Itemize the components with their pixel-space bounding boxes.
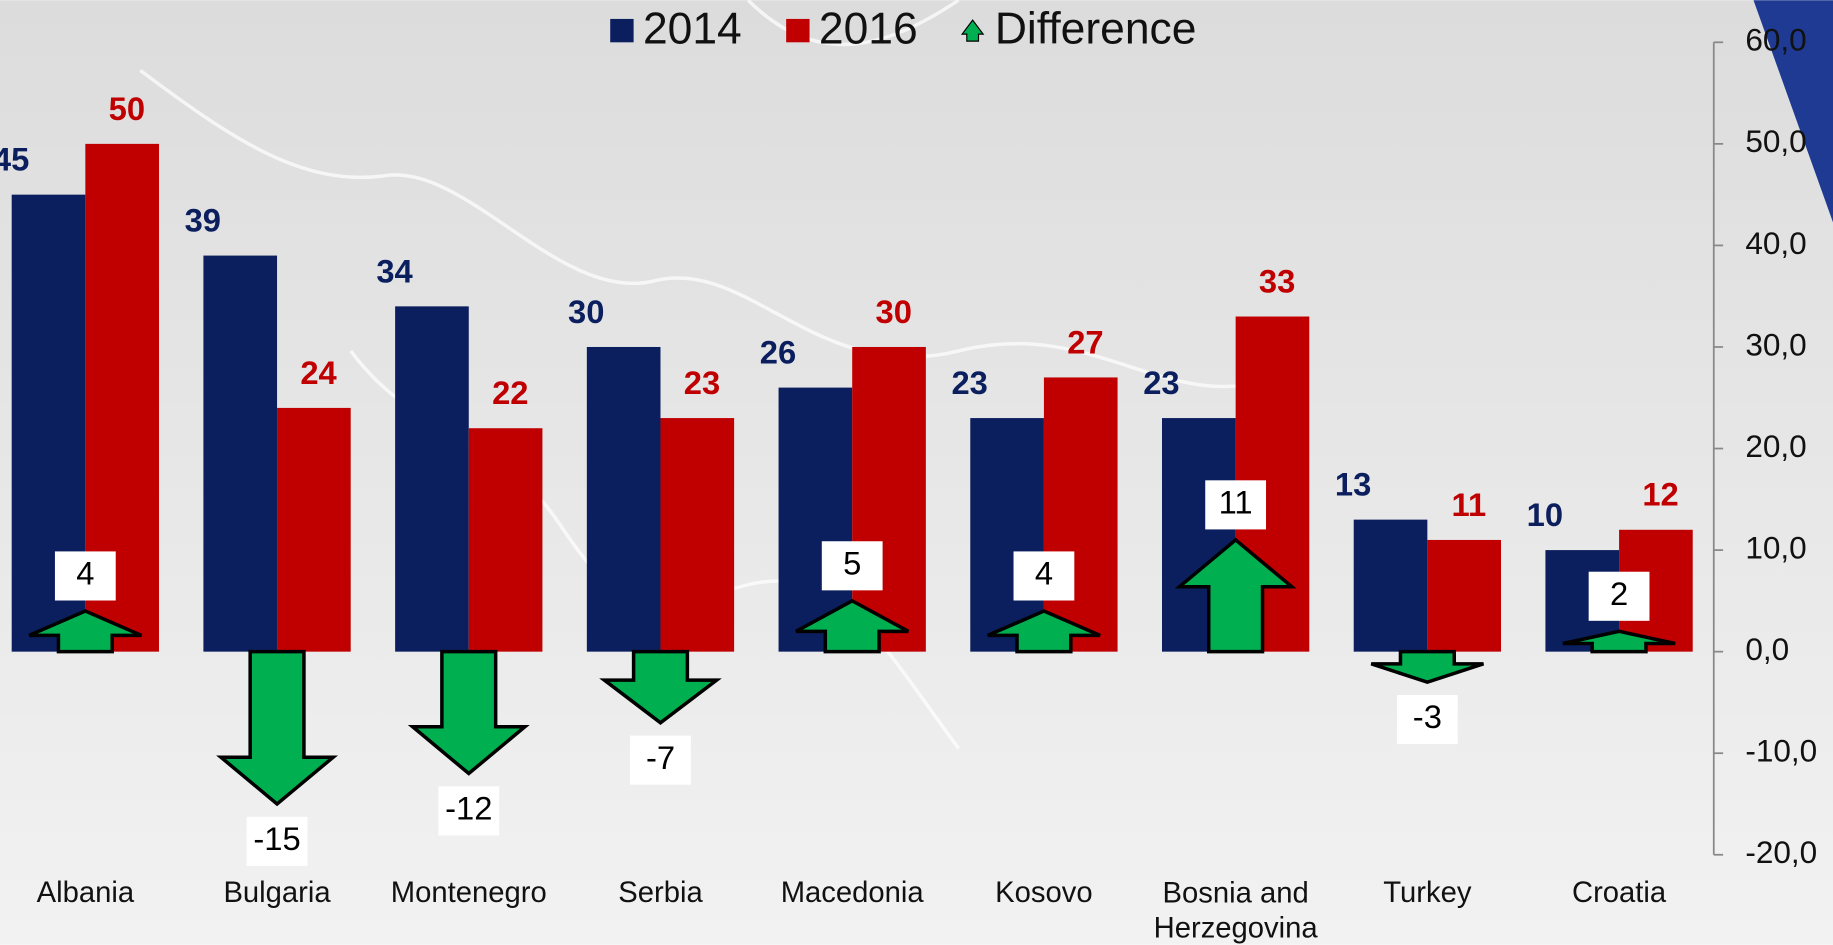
data-label: -7	[646, 739, 675, 776]
data-label: 4	[76, 555, 94, 592]
bar	[277, 407, 351, 652]
y-tick-label: 0,0	[1745, 631, 1789, 667]
text-line: Bosnia and	[1163, 877, 1309, 909]
x-tick-label: Montenegro	[391, 877, 547, 909]
label-box	[1588, 571, 1650, 621]
y-tick-label: 10,0	[1745, 529, 1806, 565]
data-label: 30	[568, 293, 604, 330]
x-tick-label: Croatia	[1572, 877, 1667, 909]
data-label: 12	[1642, 476, 1678, 513]
label-box	[630, 735, 691, 785]
corner-decoration	[1753, 0, 1833, 223]
bar	[660, 418, 735, 652]
data-label: 30	[876, 293, 912, 330]
label-box	[1396, 694, 1458, 745]
data-label: 10	[1527, 496, 1563, 533]
data-label: 11	[1219, 484, 1253, 521]
bar	[1043, 377, 1118, 652]
data-label: 23	[1143, 364, 1179, 401]
difference-arrow	[28, 609, 143, 654]
difference-arrow	[987, 609, 1101, 654]
bar	[468, 428, 543, 652]
y-tick-label: 50,0	[1745, 123, 1806, 159]
difference-arrow	[795, 598, 910, 654]
difference-arrow	[407, 649, 530, 776]
data-label: 24	[300, 354, 337, 391]
difference-arrow	[216, 649, 339, 807]
data-label: 22	[492, 374, 528, 411]
bar	[1353, 519, 1428, 652]
data-label: 11	[1452, 486, 1487, 523]
x-tick-label: Albania	[37, 877, 135, 909]
bar	[203, 255, 278, 652]
data-label: 2	[1610, 575, 1628, 612]
y-tick-label: 40,0	[1745, 225, 1806, 261]
data-label: 27	[1067, 323, 1103, 360]
data-label: 50	[109, 90, 145, 127]
legend-label: 2014	[643, 5, 742, 54]
map-outline	[746, 0, 960, 47]
x-tick-label: Macedonia	[781, 877, 925, 909]
label-box	[54, 551, 116, 601]
map-outline	[139, 68, 1287, 389]
x-tick-label: Kosovo	[995, 877, 1092, 909]
data-label: -3	[1413, 698, 1442, 735]
y-tick-label: 60,0	[1745, 22, 1806, 58]
legend-label: Difference	[995, 5, 1197, 54]
bar	[852, 346, 926, 652]
data-label: 33	[1259, 262, 1295, 299]
legend-swatch	[610, 18, 634, 43]
label-box	[1205, 480, 1267, 530]
bar	[586, 346, 661, 652]
bar	[970, 418, 1044, 652]
y-tick-label: 30,0	[1745, 326, 1806, 362]
x-tick-label: Bosnia and Herzegovina	[1154, 877, 1319, 944]
difference-arrow	[1370, 649, 1485, 684]
x-tick-label: Turkey	[1383, 877, 1472, 909]
y-tick-label: -20,0	[1745, 834, 1817, 870]
data-label: 5	[843, 544, 861, 581]
data-label: 23	[684, 364, 720, 401]
data-label: 23	[951, 364, 987, 401]
data-label: 34	[376, 252, 413, 289]
data-label: -15	[253, 820, 300, 857]
label-box	[438, 786, 500, 836]
bar	[395, 306, 469, 652]
label-box	[1013, 551, 1075, 601]
legend-swatch	[960, 19, 985, 42]
difference-arrow	[1174, 537, 1297, 654]
legend-label: 2016	[819, 5, 918, 54]
x-tick-label: Serbia	[618, 877, 703, 909]
data-label: 13	[1335, 466, 1371, 503]
data-label: 4	[1035, 555, 1053, 592]
bar	[1427, 539, 1502, 652]
label-box	[821, 541, 883, 591]
x-tick-label: Bulgaria	[223, 877, 331, 909]
data-label: -12	[445, 790, 492, 827]
data-label: 39	[185, 201, 221, 238]
data-label: 45	[0, 141, 29, 178]
y-tick-label: -10,0	[1745, 733, 1817, 769]
difference-arrow	[1562, 629, 1676, 654]
text-line: Herzegovina	[1154, 912, 1319, 944]
legend-swatch	[786, 18, 810, 43]
data-label: 26	[760, 334, 796, 371]
y-tick-label: 20,0	[1745, 428, 1806, 464]
label-box	[246, 816, 308, 866]
difference-arrow	[599, 649, 722, 725]
